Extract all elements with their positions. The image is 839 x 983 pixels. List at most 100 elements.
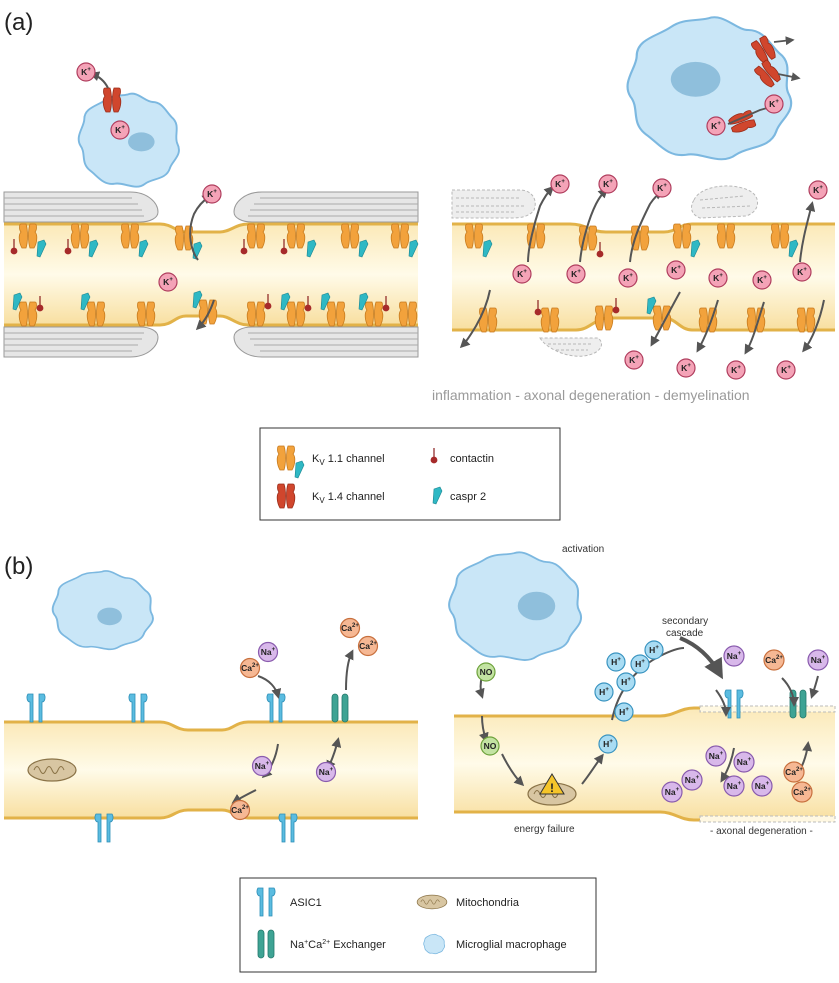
ca-ion: Ca2+	[239, 657, 261, 679]
svg-text:Ca2+: Ca2+	[793, 787, 811, 797]
exchanger-channel	[331, 693, 349, 723]
ca-ion: Ca2+	[783, 761, 805, 783]
k-ion: K+	[792, 262, 812, 282]
microglia-b-left	[51, 569, 154, 651]
svg-text:K+: K+	[671, 265, 681, 275]
svg-text:K+: K+	[657, 183, 667, 193]
na-ion: Na+	[661, 781, 683, 803]
k-ion: K+	[808, 180, 828, 200]
secondary-label-2: cascade	[666, 628, 704, 639]
svg-text:Ca2+: Ca2+	[359, 641, 377, 651]
svg-text:K+: K+	[757, 275, 767, 285]
asic1-channel	[26, 693, 46, 723]
k-ion: K+	[666, 260, 686, 280]
asic1-channel	[266, 693, 286, 723]
k-ion: K+	[110, 120, 130, 140]
secondary-label-1: secondary	[662, 616, 708, 627]
na-ion: Na+	[751, 775, 773, 797]
na-ion: Na+	[807, 649, 829, 671]
mitochondria	[27, 758, 77, 782]
svg-text:H+: H+	[603, 739, 613, 749]
svg-text:Na+: Na+	[255, 761, 270, 771]
svg-text:Ca2+: Ca2+	[241, 663, 259, 673]
microglia-b-right	[448, 551, 583, 662]
k-ion: K+	[676, 358, 696, 378]
svg-text:Na+: Na+	[737, 757, 752, 767]
svg-text:H+: H+	[649, 645, 659, 655]
svg-text:Na+: Na+	[261, 647, 276, 657]
h-ion: H+	[630, 654, 650, 674]
svg-text:Na+: Na+	[665, 787, 680, 797]
h-ion: H+	[598, 734, 618, 754]
svg-text:K+: K+	[81, 67, 91, 77]
svg-text:Ca2+: Ca2+	[231, 805, 249, 815]
svg-text:Ca2+: Ca2+	[785, 767, 803, 777]
k-ion: K+	[76, 62, 96, 82]
k-ion: K+	[512, 264, 532, 284]
axon-b-left	[4, 720, 418, 820]
k-ion: K+	[598, 174, 618, 194]
ca-ion: Ca2+	[791, 781, 813, 803]
svg-text:K+: K+	[623, 273, 633, 283]
k-ion: K+	[708, 268, 728, 288]
svg-text:K+: K+	[571, 269, 581, 279]
activation-label: activation	[562, 544, 604, 555]
h-ion: H+	[606, 652, 626, 672]
ca-ion: Ca2+	[339, 617, 361, 639]
h-ion: H+	[616, 672, 636, 692]
svg-text:Na+: Na+	[755, 781, 770, 791]
svg-text:K+: K+	[207, 189, 217, 199]
secondary-cascade-arrow	[679, 636, 723, 680]
svg-text:!: !	[550, 781, 554, 795]
h-ion: H+	[594, 682, 614, 702]
ca-ion: Ca2+	[229, 799, 251, 821]
k-ion: K+	[624, 350, 644, 370]
legend-exchanger-label: Na+Ca2+ Exchanger	[290, 939, 386, 951]
svg-text:H+: H+	[619, 707, 629, 717]
na-ion: Na+	[315, 761, 337, 783]
k-ion: K+	[566, 264, 586, 284]
svg-text:Na+: Na+	[709, 751, 724, 761]
no-ion: NO	[476, 662, 496, 682]
legend-caspr-label: caspr 2	[450, 491, 486, 503]
svg-text:H+: H+	[621, 677, 631, 687]
k-ions: K+ K+ K+ K+ K+ K+ K+ K+ K+ K+ K+ K+ K+ K+ K+ K+ K+ K+ K+ K+…	[76, 62, 828, 380]
svg-text:K+: K+	[163, 277, 173, 287]
svg-text:Ca2+: Ca2+	[341, 623, 359, 633]
na-ion: Na+	[733, 751, 755, 773]
k-ion: K+	[752, 270, 772, 290]
ca-ion: Ca2+	[357, 635, 379, 657]
legend-a: KV 1.1 channel KV 1.4 channel contactin …	[259, 427, 561, 521]
microglia-a-left	[77, 92, 180, 188]
svg-text:K+: K+	[115, 125, 125, 135]
k-ion: K+	[764, 94, 784, 114]
svg-text:H+: H+	[599, 687, 609, 697]
k-ion: K+	[652, 178, 672, 198]
k-ion: K+	[618, 268, 638, 288]
microglia-a-right	[626, 16, 793, 161]
svg-text:K+: K+	[731, 365, 741, 375]
svg-text:K+: K+	[711, 121, 721, 131]
ca-ion: Ca2+	[763, 649, 785, 671]
degraded-myelin	[451, 185, 758, 357]
k-ion: K+	[726, 360, 746, 380]
svg-text:K+: K+	[797, 267, 807, 277]
svg-text:K+: K+	[517, 269, 527, 279]
svg-text:NO: NO	[480, 667, 493, 677]
h-ion: H+	[614, 702, 634, 722]
axon-b-right	[454, 705, 836, 823]
no-ion: NO	[480, 736, 500, 756]
svg-text:NO: NO	[484, 741, 497, 751]
k-ion: K+	[550, 174, 570, 194]
svg-text:K+: K+	[555, 179, 565, 189]
myelin-sheath	[3, 191, 419, 358]
legend-mitochondria-label: Mitochondria	[456, 897, 520, 909]
legend-asic1-label: ASIC1	[290, 897, 322, 909]
svg-text:K+: K+	[813, 185, 823, 195]
legend-contactin-label: contactin	[450, 453, 494, 465]
k-ion: K+	[202, 184, 222, 204]
na-ion: Na+	[705, 745, 727, 767]
svg-text:K+: K+	[713, 273, 723, 283]
panel-b-label: (b)	[4, 553, 33, 580]
